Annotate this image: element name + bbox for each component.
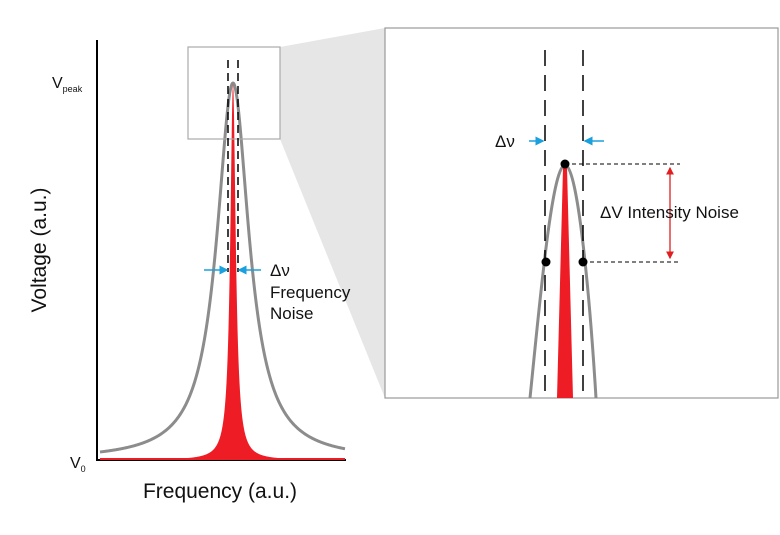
zoom-region	[187, 46, 281, 140]
zoom-noise	[557, 168, 573, 398]
frequency-noise-symbol: Δν	[270, 261, 290, 280]
x-axis-label: Frequency (a.u.)	[143, 480, 297, 503]
delta-nu-label: Δν	[495, 132, 515, 151]
intensity-noise-label: ΔV Intensity Noise	[600, 203, 739, 222]
frequency-noise-label: Noise	[270, 304, 313, 323]
zoom-connector	[280, 28, 385, 398]
frequency-noise-label: Frequency	[270, 283, 351, 302]
laser-linewidth-curve	[99, 81, 346, 454]
v-zero-label: V0	[70, 455, 86, 474]
v-peak-label: Vpeak	[52, 75, 83, 94]
y-axis-label: Voltage (a.u.)	[28, 188, 51, 313]
zoom-panel	[384, 27, 779, 399]
point	[578, 257, 588, 267]
point	[541, 257, 551, 267]
point	[560, 159, 570, 169]
